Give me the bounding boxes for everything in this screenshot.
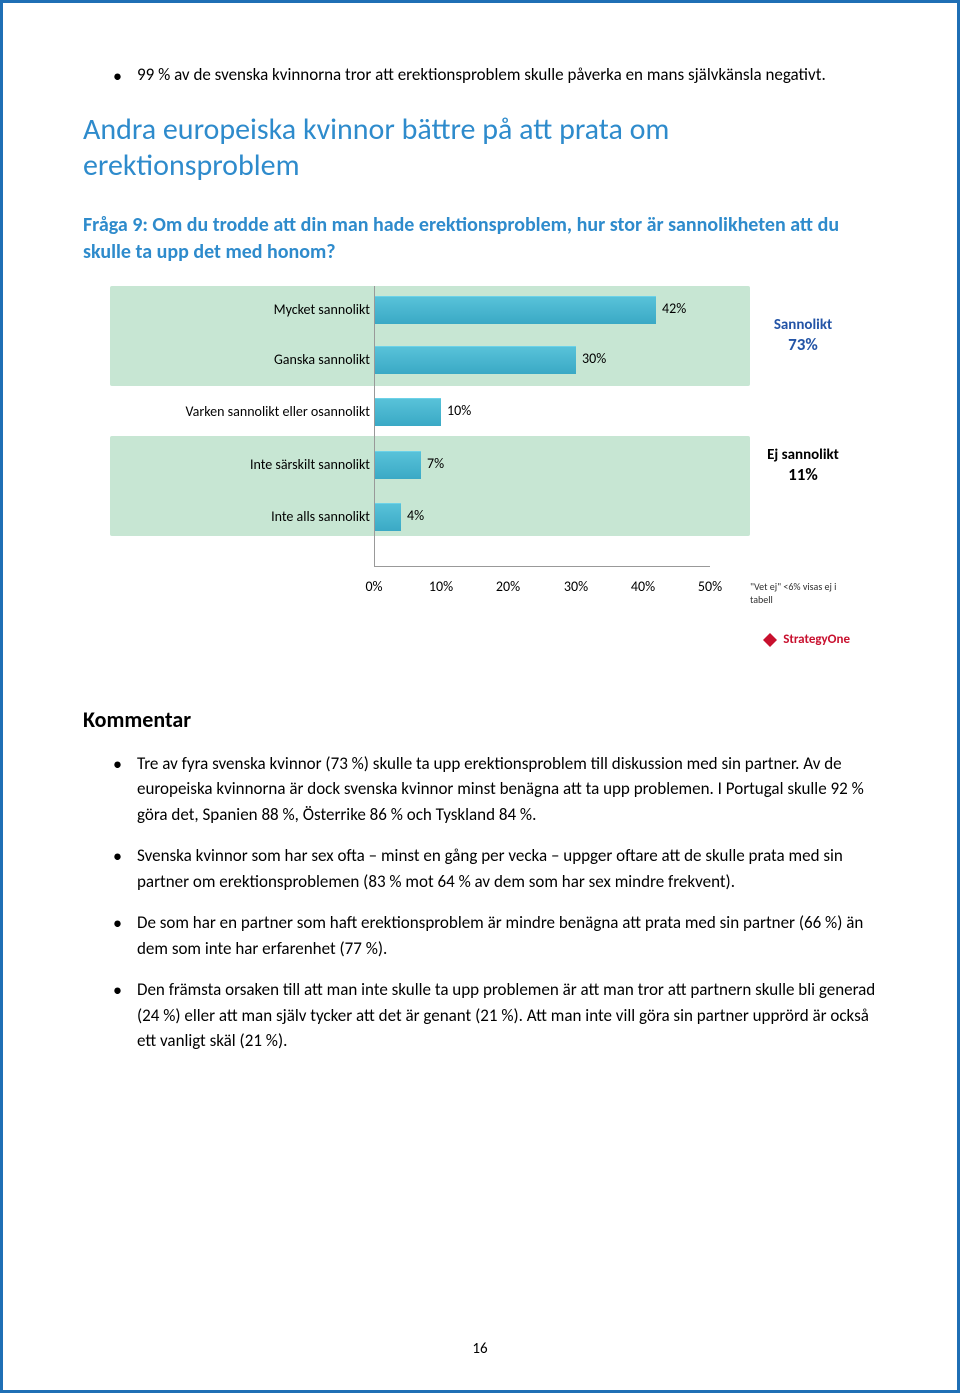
side-group-likely-value: 73% (758, 334, 848, 355)
logo: StrategyOne (761, 631, 850, 649)
kommentar-list: Tre av fyra svenska kvinnor (73 %) skull… (83, 751, 877, 1054)
bar-3 (374, 451, 421, 479)
xtick-4: 40% (631, 578, 655, 595)
y-label-4: Inte alls sannolikt (120, 508, 370, 525)
bar-label-0: 42% (662, 300, 686, 317)
top-bullet-1: 99 % av de svenska kvinnorna tror att er… (113, 63, 877, 88)
arrow-down-icon (761, 631, 779, 649)
section-title: Andra europeiska kvinnor bättre på att p… (83, 112, 877, 184)
kommentar-bullet-1: Tre av fyra svenska kvinnor (73 %) skull… (113, 751, 877, 828)
xtick-1: 10% (429, 578, 453, 595)
kommentar-title: Kommentar (83, 706, 877, 733)
kommentar-bullet-2: Svenska kvinnor som har sex ofta – minst… (113, 843, 877, 894)
page-number: 16 (472, 1340, 487, 1358)
side-group-likely: Sannolikt 73% (758, 316, 848, 355)
logo-text: StrategyOne (783, 632, 850, 647)
kommentar-bullet-3: De som har en partner som haft erektions… (113, 910, 877, 961)
xtick-0: 0% (365, 578, 382, 595)
xtick-5: 50% (698, 578, 722, 595)
kommentar-section: Kommentar Tre av fyra svenska kvinnor (7… (83, 706, 877, 1054)
xtick-3: 30% (564, 578, 588, 595)
y-label-2: Varken sannolikt eller osannolikt (120, 403, 370, 420)
x-axis-line (374, 566, 710, 567)
y-label-1: Ganska sannolikt (120, 351, 370, 368)
kommentar-bullet-4: Den främsta orsaken till att man inte sk… (113, 977, 877, 1054)
bar-label-4: 4% (407, 507, 424, 524)
bar-0 (374, 296, 656, 324)
page-frame: 99 % av de svenska kvinnorna tror att er… (0, 0, 960, 1393)
y-axis-line (374, 286, 375, 566)
bar-label-1: 30% (582, 350, 606, 367)
side-group-unlikely-value: 11% (758, 464, 848, 485)
bar-label-3: 7% (427, 455, 444, 472)
bar-4 (374, 503, 401, 531)
bar-chart: Mycket sannolikt Ganska sannolikt Varken… (110, 286, 850, 666)
side-group-unlikely-label: Ej sannolikt (758, 446, 848, 464)
bar-2 (374, 398, 441, 426)
question-text: Fråga 9: Om du trodde att din man hade e… (83, 212, 877, 266)
top-bullet-list: 99 % av de svenska kvinnorna tror att er… (83, 63, 877, 88)
side-group-unlikely: Ej sannolikt 11% (758, 446, 848, 485)
y-label-3: Inte särskilt sannolikt (120, 456, 370, 473)
chart-footnote: "Vet ej" <6% visas ej i tabell (750, 580, 850, 606)
y-label-0: Mycket sannolikt (120, 301, 370, 318)
xtick-2: 20% (496, 578, 520, 595)
side-group-likely-label: Sannolikt (758, 316, 848, 334)
bar-1 (374, 346, 576, 374)
bar-label-2: 10% (447, 402, 471, 419)
